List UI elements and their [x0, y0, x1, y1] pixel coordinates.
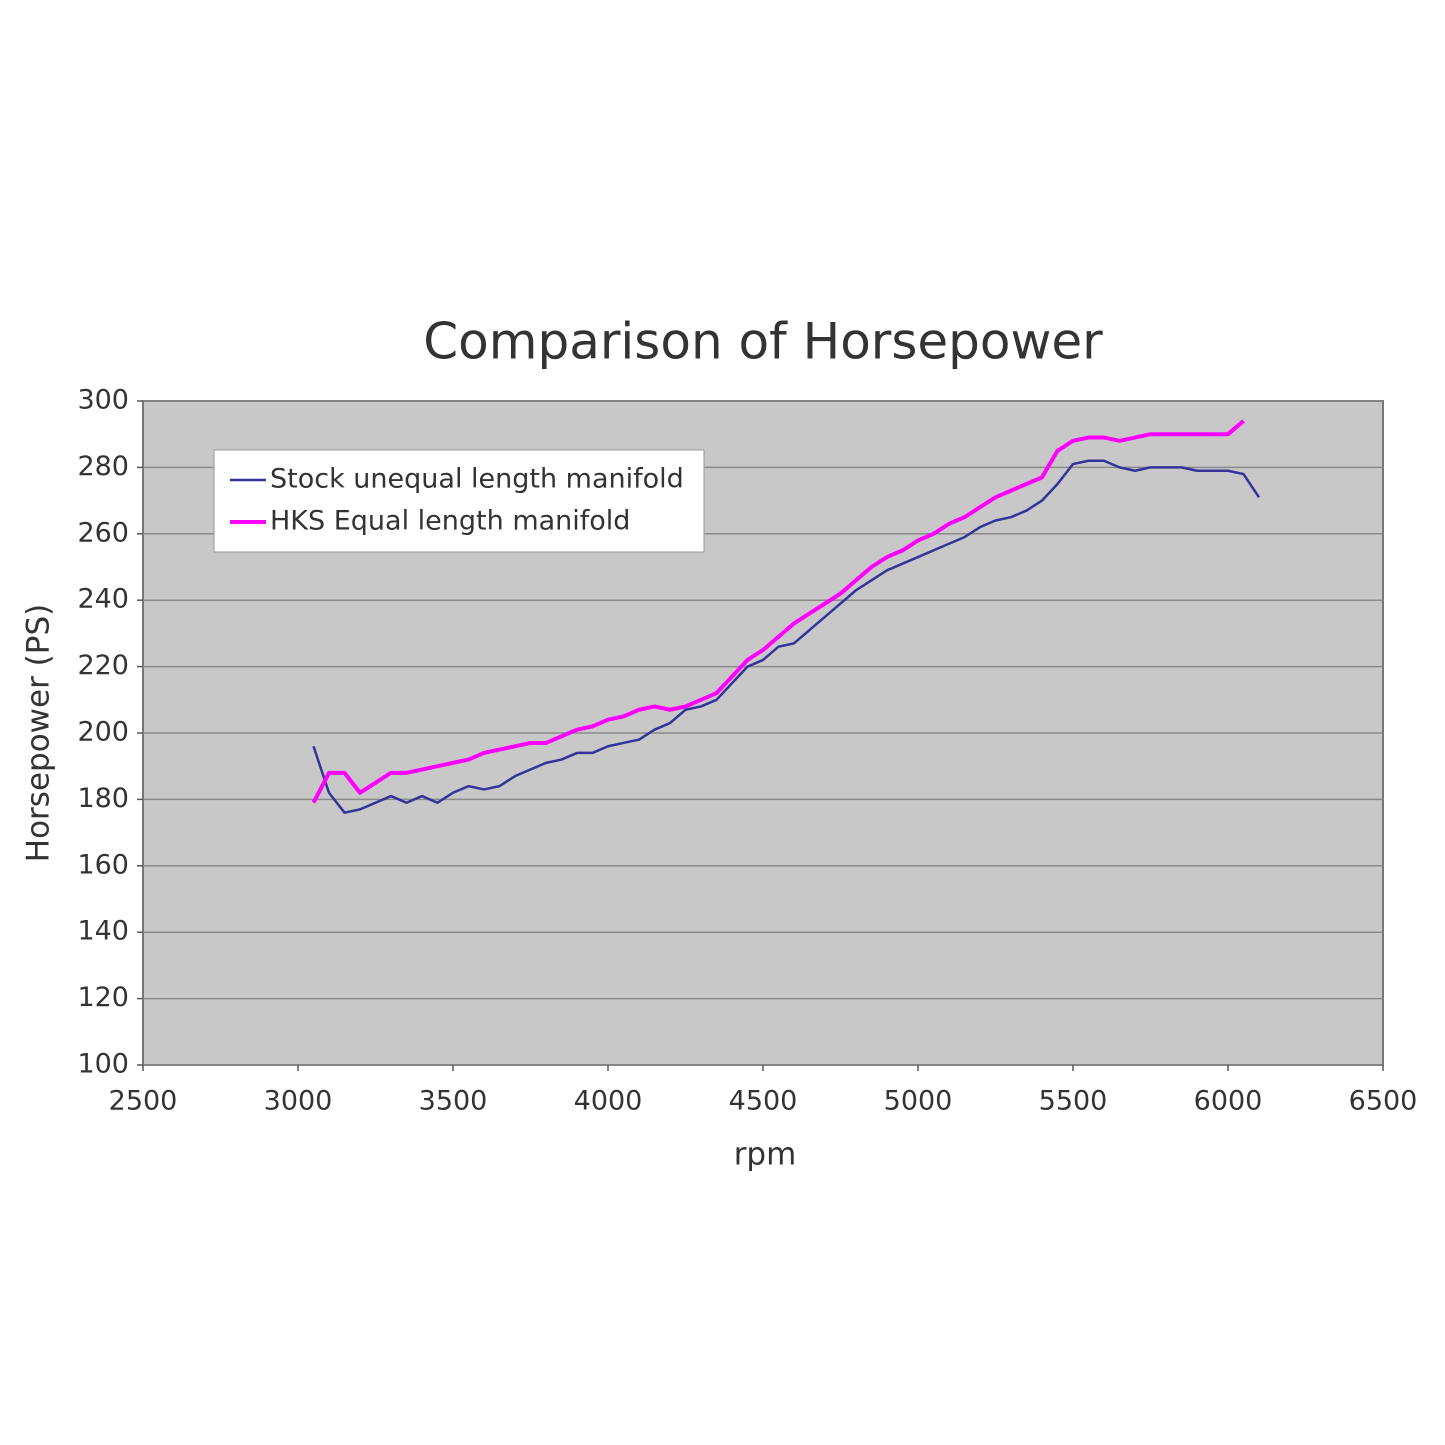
x-tick-label: 4500 — [729, 1086, 798, 1117]
legend: Stock unequal length manifold HKS Equal l… — [213, 449, 705, 553]
x-tick-label: 2500 — [109, 1086, 178, 1117]
y-tick-label: 220 — [77, 650, 129, 681]
legend-box — [213, 449, 705, 553]
y-tick-label: 260 — [77, 517, 129, 548]
x-tick-label: 5000 — [884, 1086, 953, 1117]
x-axis-label: rpm — [734, 1137, 797, 1173]
y-tick-label: 280 — [77, 451, 129, 482]
x-tick-label: 3000 — [264, 1086, 333, 1117]
y-tick-label: 180 — [77, 783, 129, 814]
y-tick-label: 300 — [77, 385, 129, 416]
series-line — [311, 419, 1245, 804]
y-tick-label: 120 — [77, 982, 129, 1013]
legend-label: HKS Equal length manifold — [270, 506, 630, 537]
y-tick-label: 160 — [77, 849, 129, 880]
x-tick-label: 4000 — [574, 1086, 643, 1117]
y-tick-label: 240 — [77, 584, 129, 615]
x-tick-label: 6500 — [1349, 1086, 1418, 1117]
x-tick-label: 5500 — [1039, 1086, 1108, 1117]
y-tick-label: 200 — [77, 717, 129, 748]
y-tick-label: 140 — [77, 916, 129, 947]
x-tick-label: 3500 — [419, 1086, 488, 1117]
chart-title: Comparison of Horsepower — [423, 313, 1103, 371]
x-tick-label: 6000 — [1194, 1086, 1263, 1117]
y-tick-label: 100 — [77, 1049, 129, 1080]
legend-label: Stock unequal length manifold — [270, 464, 684, 495]
series-line — [312, 459, 1261, 814]
y-axis-label: Horsepower (PS) — [21, 604, 57, 862]
